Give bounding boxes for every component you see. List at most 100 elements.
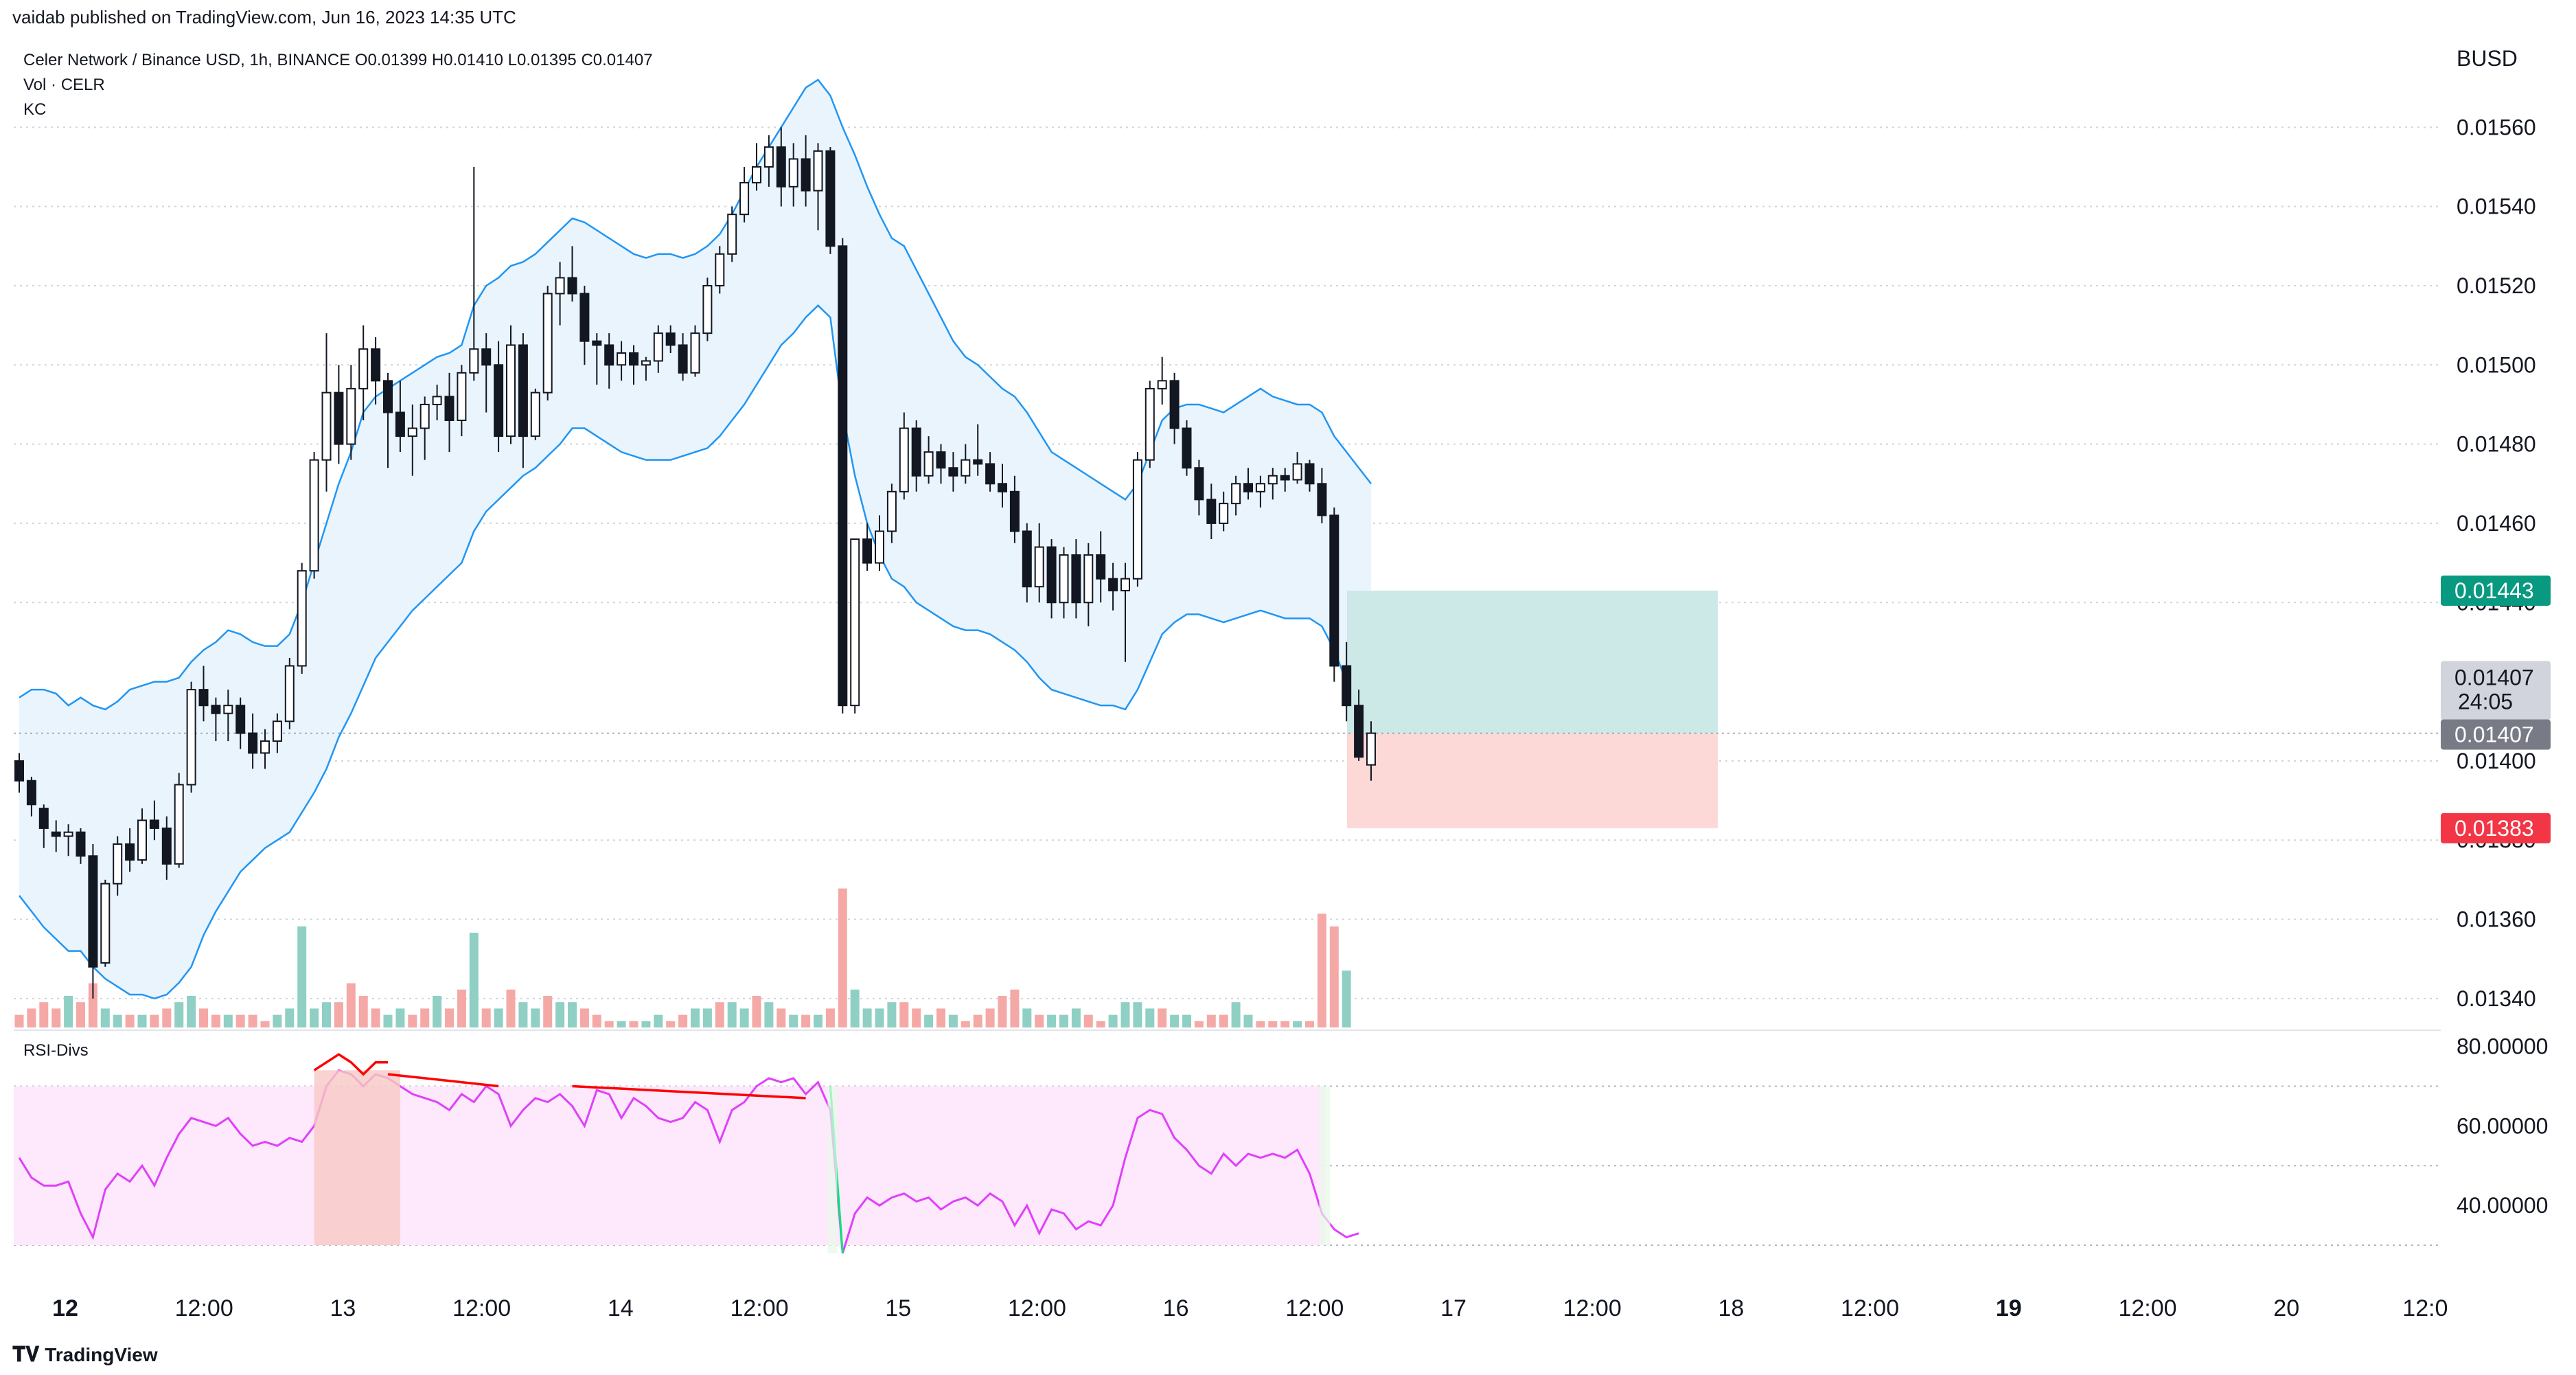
- position-tool[interactable]: [14, 590, 2441, 828]
- candle-down: [125, 843, 135, 861]
- candle-down: [235, 705, 246, 734]
- candle-down: [567, 277, 577, 295]
- time-tick-label: 20: [2273, 1295, 2299, 1321]
- time-tick-label: 16: [1163, 1295, 1189, 1321]
- volume-bar: [297, 926, 307, 1027]
- candle-up: [186, 689, 196, 786]
- volume-bar: [862, 1008, 872, 1027]
- candle-down: [1169, 380, 1180, 429]
- candle-up: [284, 665, 295, 723]
- volume-bar: [39, 1002, 49, 1027]
- volume-bar: [924, 1014, 934, 1027]
- volume-bar: [371, 1008, 380, 1027]
- volume-bar: [961, 1021, 970, 1027]
- tradingview-logo[interactable]: 𝐓𝐕 TradingView: [12, 1343, 158, 1367]
- price-tick-label: 0.01340: [2457, 986, 2536, 1011]
- candle-down: [911, 427, 921, 477]
- target-price-badge-bg: [2441, 575, 2551, 606]
- candle-down: [518, 344, 528, 438]
- candle-down: [1304, 463, 1315, 485]
- volume-bar: [875, 1008, 884, 1027]
- time-tick-label: 12:00: [1008, 1295, 1066, 1321]
- price-tick-label: 0.01400: [2457, 749, 2536, 773]
- candle-up: [321, 391, 332, 461]
- candle-down: [198, 689, 209, 707]
- tradingview-logo-icon: 𝐓𝐕: [12, 1343, 40, 1366]
- candle-up: [309, 459, 319, 572]
- volume-bar: [211, 1014, 220, 1027]
- volume-bar: [1059, 1014, 1068, 1027]
- volume-bar: [727, 1002, 737, 1027]
- candle-up: [542, 293, 553, 394]
- candle-down: [1046, 546, 1057, 604]
- volume-bar: [764, 1002, 774, 1027]
- indicator-legend-line[interactable]: KC: [23, 100, 47, 119]
- candle-up: [100, 883, 111, 964]
- candle-up: [223, 705, 233, 714]
- volume-bar: [1206, 1014, 1216, 1027]
- grid-lines: [14, 126, 2441, 1247]
- candle-up: [297, 570, 307, 667]
- volume-bar: [1243, 1014, 1253, 1027]
- candle-up: [1219, 503, 1229, 524]
- volume-bar: [199, 1008, 208, 1027]
- volume-bar: [752, 996, 761, 1027]
- volume-bar: [666, 1021, 676, 1027]
- candle-up: [432, 396, 442, 405]
- price-tick-label: 0.01460: [2457, 511, 2536, 536]
- volume-bar: [678, 1014, 688, 1027]
- volume-bar: [715, 1002, 724, 1027]
- candle-down: [88, 855, 98, 968]
- time-tick-label: 12:00: [1285, 1295, 1344, 1321]
- price-tick-label: 0.01500: [2457, 352, 2536, 377]
- volume-bar: [1022, 1008, 1032, 1027]
- keltner-upper-line: [19, 78, 1372, 711]
- candle-down: [1342, 665, 1352, 707]
- volume-bar: [334, 1002, 343, 1027]
- candle-up: [1034, 546, 1044, 588]
- candle-up: [641, 360, 651, 366]
- price-tick-label: 0.01560: [2457, 115, 2536, 139]
- candle-down: [1182, 427, 1192, 469]
- keltner-fill: [19, 80, 1371, 999]
- volume-bar: [912, 1008, 921, 1027]
- volume-bar: [395, 1008, 405, 1027]
- rsi-tick-label: 80.00000: [2457, 1034, 2548, 1059]
- volume-bar: [1256, 1021, 1265, 1027]
- rsi-overbought-segment: [313, 1053, 388, 1076]
- rsi-panel-label[interactable]: RSI-Divs: [23, 1041, 89, 1060]
- volume-bar: [838, 888, 847, 1027]
- volume-bar: [850, 989, 860, 1027]
- candle-up: [763, 146, 774, 168]
- volume-legend-line[interactable]: Vol · CELR: [23, 76, 105, 94]
- target-zone: [1347, 590, 1718, 734]
- rsi-tick-label: 60.00000: [2457, 1113, 2548, 1138]
- volume-bar: [445, 1008, 454, 1027]
- volume-bar: [518, 1002, 528, 1027]
- candle-up: [1145, 387, 1155, 461]
- time-tick-label: 12:00: [2118, 1295, 2176, 1321]
- candle-up: [63, 831, 73, 837]
- candle-down: [248, 732, 258, 754]
- volume-bar: [64, 996, 73, 1027]
- time-tick-label: 12:00: [175, 1295, 233, 1321]
- last-price-badge: 0.01407: [2454, 723, 2534, 747]
- symbol-legend-line[interactable]: Celer Network / Binance USD, 1h, BINANCE…: [23, 51, 653, 69]
- volume-bar: [1342, 970, 1351, 1027]
- keltner-lower-line: [19, 304, 1372, 1000]
- last-price-countdown-bg: [2441, 661, 2551, 720]
- volume-bar: [998, 996, 1007, 1027]
- candle-down: [1280, 475, 1290, 481]
- time-tick-label: 12:00: [1841, 1295, 1899, 1321]
- volume-bar: [88, 983, 97, 1027]
- candle-down: [776, 146, 786, 188]
- volume-bar: [617, 1021, 626, 1027]
- candle-down: [211, 705, 221, 714]
- price-tick-label: 0.01480: [2457, 432, 2536, 457]
- candle-up: [358, 348, 369, 389]
- volume-bar: [51, 1008, 61, 1027]
- time-tick-label: 18: [1718, 1295, 1744, 1321]
- currency-label: BUSD: [2457, 46, 2518, 71]
- candle-up: [752, 166, 761, 184]
